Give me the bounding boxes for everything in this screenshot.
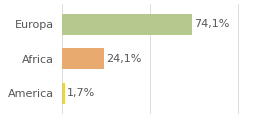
Text: 1,7%: 1,7% — [66, 88, 95, 98]
Text: 74,1%: 74,1% — [194, 19, 229, 29]
Bar — [62, 83, 65, 104]
Bar — [62, 48, 104, 69]
Text: 24,1%: 24,1% — [106, 54, 141, 64]
Bar — [62, 14, 192, 35]
